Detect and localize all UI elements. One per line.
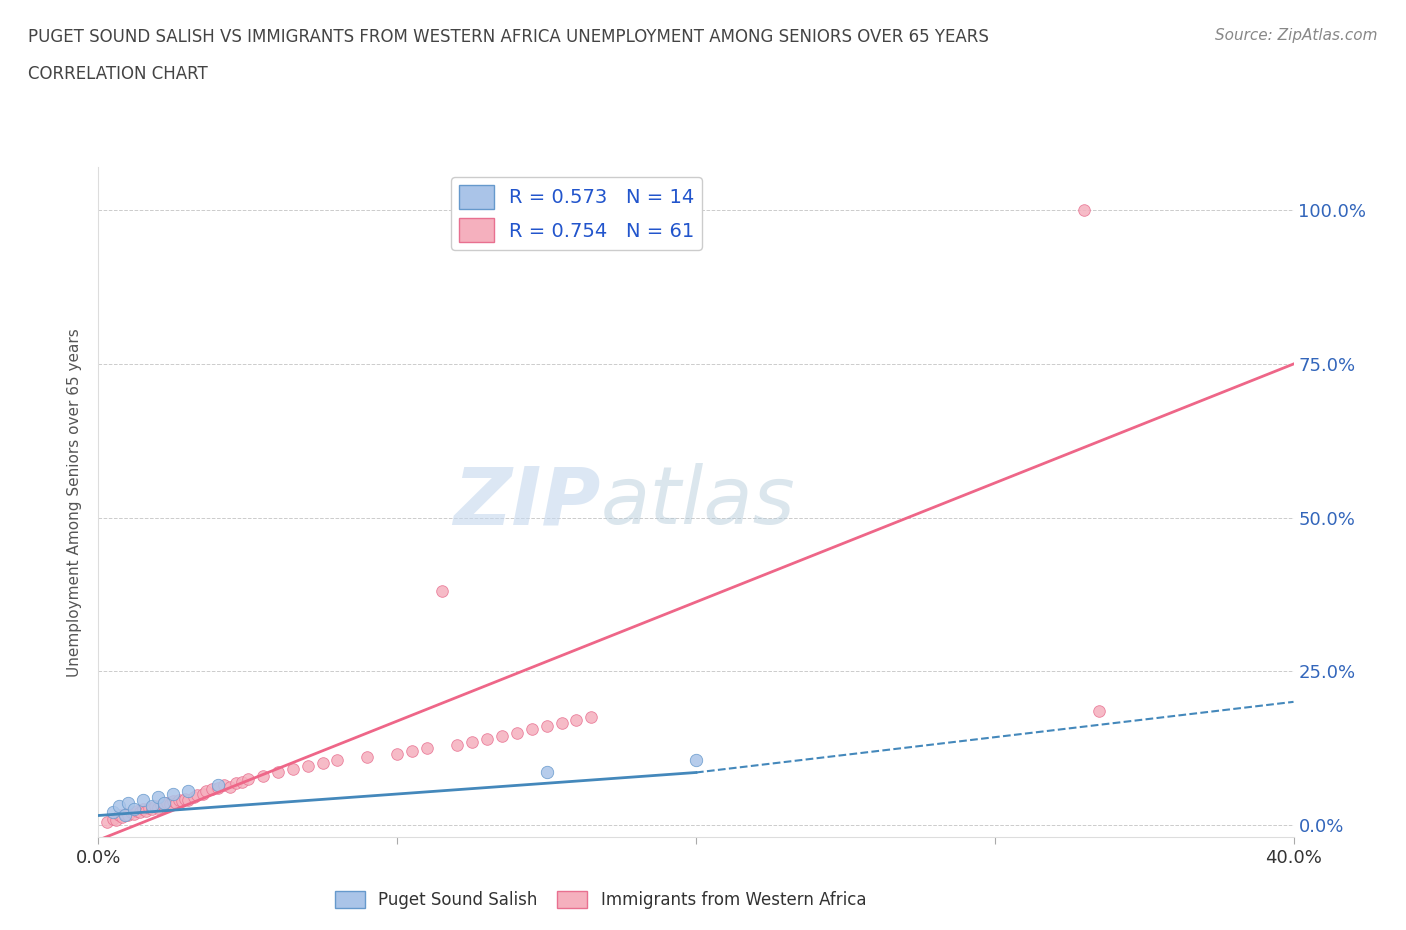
Point — [461, 735, 484, 750]
Point — [385, 747, 409, 762]
Point — [236, 771, 259, 786]
Point — [108, 799, 131, 814]
Text: PUGET SOUND SALISH VS IMMIGRANTS FROM WESTERN AFRICA UNEMPLOYMENT AMONG SENIORS : PUGET SOUND SALISH VS IMMIGRANTS FROM WE… — [28, 28, 988, 46]
Point — [132, 792, 155, 807]
Text: Source: ZipAtlas.com: Source: ZipAtlas.com — [1215, 28, 1378, 43]
Point — [219, 779, 242, 794]
Point — [156, 796, 179, 811]
Point — [201, 781, 224, 796]
Legend: Puget Sound Salish, Immigrants from Western Africa: Puget Sound Salish, Immigrants from West… — [328, 884, 873, 916]
Point — [96, 814, 118, 829]
Point — [135, 804, 157, 818]
Point — [105, 813, 128, 828]
Point — [177, 792, 200, 807]
Point — [252, 768, 274, 783]
Point — [430, 584, 453, 599]
Point — [153, 796, 176, 811]
Point — [138, 800, 160, 815]
Point — [177, 783, 200, 798]
Point — [225, 776, 247, 790]
Point — [195, 783, 218, 798]
Point — [129, 805, 152, 820]
Point — [536, 719, 558, 734]
Point — [581, 710, 603, 724]
Point — [124, 802, 146, 817]
Point — [297, 759, 319, 774]
Point — [1088, 704, 1111, 719]
Point — [141, 802, 163, 817]
Point — [103, 805, 125, 820]
Point — [148, 790, 170, 804]
Point — [132, 802, 155, 817]
Point — [148, 800, 170, 815]
Point — [162, 794, 184, 809]
Point — [120, 805, 142, 820]
Point — [103, 811, 125, 826]
Point — [174, 791, 197, 806]
Point — [685, 752, 707, 767]
Point — [536, 765, 558, 780]
Point — [311, 756, 333, 771]
Point — [506, 725, 529, 740]
Point — [565, 712, 588, 727]
Text: ZIP: ZIP — [453, 463, 600, 541]
Point — [231, 775, 253, 790]
Y-axis label: Unemployment Among Seniors over 65 years: Unemployment Among Seniors over 65 years — [67, 328, 83, 677]
Point — [127, 804, 149, 818]
Point — [165, 796, 187, 811]
Point — [162, 787, 184, 802]
Point — [159, 797, 181, 812]
Point — [153, 799, 176, 814]
Point — [186, 788, 208, 803]
Point — [207, 780, 229, 795]
Point — [191, 787, 214, 802]
Point — [108, 808, 131, 823]
Point — [141, 799, 163, 814]
Point — [167, 792, 190, 807]
Point — [416, 740, 439, 755]
Point — [475, 731, 498, 746]
Point — [446, 737, 468, 752]
Point — [356, 750, 378, 764]
Point — [212, 777, 235, 792]
Point — [326, 752, 349, 767]
Point — [150, 798, 173, 813]
Point — [183, 790, 205, 804]
Point — [111, 810, 134, 825]
Point — [520, 722, 543, 737]
Point — [1073, 203, 1095, 218]
Point — [281, 762, 304, 777]
Text: CORRELATION CHART: CORRELATION CHART — [28, 65, 208, 83]
Point — [124, 806, 146, 821]
Text: atlas: atlas — [600, 463, 796, 541]
Point — [401, 744, 423, 759]
Point — [114, 808, 136, 823]
Point — [172, 794, 194, 809]
Point — [114, 806, 136, 821]
Point — [550, 716, 572, 731]
Point — [117, 808, 139, 823]
Point — [117, 796, 139, 811]
Point — [491, 728, 513, 743]
Point — [207, 777, 229, 792]
Point — [267, 765, 290, 780]
Point — [143, 799, 166, 814]
